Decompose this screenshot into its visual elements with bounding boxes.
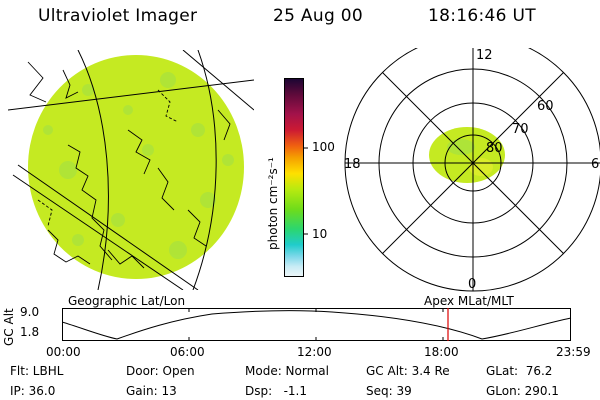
time-tick-2359: 23:59 [556, 345, 591, 359]
time-tick-1200: 12:00 [297, 345, 332, 359]
altitude-tick-low: 1.8 [20, 325, 40, 339]
time-tick-0000: 00:00 [46, 345, 81, 359]
mlt-label-12: 12 [476, 48, 493, 63]
mlt-label-18: 18 [344, 157, 361, 172]
time-ticks [188, 308, 444, 341]
altitude-plot [62, 308, 572, 341]
instrument-title: Ultraviolet Imager [38, 6, 198, 26]
polar-grid [344, 48, 600, 292]
colorbar [284, 78, 308, 277]
earth-disk [28, 55, 244, 279]
lat-label-70: 70 [512, 122, 529, 137]
observation-time: 18:16:46 UT [428, 6, 536, 26]
disk-texture [43, 72, 234, 259]
seq-status: Seq: 39 [366, 384, 412, 398]
lat-label-60: 60 [537, 99, 554, 114]
gain-status: Gain: 13 [126, 384, 177, 398]
apex-caption: Apex MLat/MLT [424, 294, 514, 308]
lat-lon-grid [8, 50, 254, 290]
polar-plot-panel: 12 0 18 6 60 70 80 [344, 48, 600, 292]
altitude-curve [62, 310, 572, 340]
time-tick-1800: 18:00 [424, 345, 459, 359]
time-tick-0600: 06:00 [170, 345, 205, 359]
mlt-label-6: 6 [591, 157, 599, 172]
colorbar-tick-10: 10 [312, 227, 328, 241]
geographic-caption: Geographic Lat/Lon [68, 294, 186, 308]
colorbar-unit-label: photon cm⁻²s⁻¹ [266, 157, 280, 250]
filter-status: Flt: LBHL [10, 364, 64, 378]
door-status: Door: Open [126, 364, 195, 378]
geographic-image-panel [8, 50, 254, 290]
altitude-tick-high: 9.0 [20, 305, 40, 319]
altitude-axis-label: GC Alt [2, 308, 16, 346]
ip-status: IP: 36.0 [10, 384, 56, 398]
coastlines [27, 61, 231, 269]
mode-status: Mode: Normal [245, 364, 329, 378]
gc-alt-status: GC Alt: 3.4 Re [366, 364, 450, 378]
dsp-status: Dsp: -1.1 [245, 384, 308, 398]
mlt-label-0: 0 [468, 277, 476, 292]
glat-status: GLat: 76.2 [486, 364, 553, 378]
observation-date: 25 Aug 00 [273, 6, 363, 26]
colorbar-tick-100: 100 [312, 140, 335, 154]
glon-status: GLon: 290.1 [486, 384, 559, 398]
lat-label-80: 80 [486, 141, 503, 156]
